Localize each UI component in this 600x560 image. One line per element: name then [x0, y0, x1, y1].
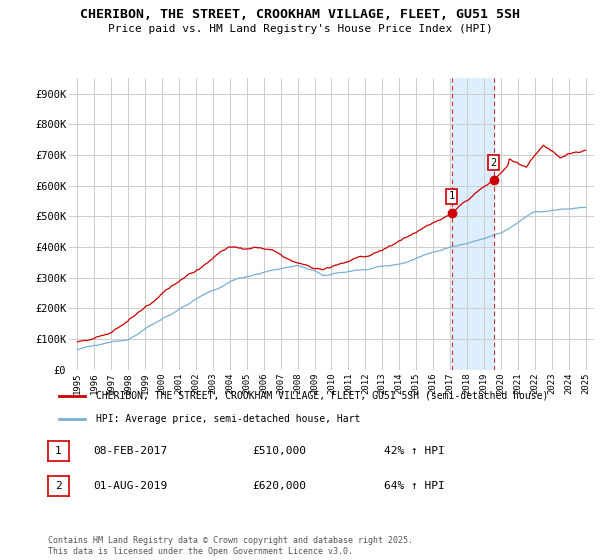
Text: 01-AUG-2019: 01-AUG-2019: [93, 481, 167, 491]
Text: CHERIBON, THE STREET, CROOKHAM VILLAGE, FLEET, GU51 5SH: CHERIBON, THE STREET, CROOKHAM VILLAGE, …: [80, 8, 520, 21]
Text: 1: 1: [449, 192, 455, 202]
Text: Price paid vs. HM Land Registry's House Price Index (HPI): Price paid vs. HM Land Registry's House …: [107, 24, 493, 34]
Text: CHERIBON, THE STREET, CROOKHAM VILLAGE, FLEET, GU51 5SH (semi-detached house): CHERIBON, THE STREET, CROOKHAM VILLAGE, …: [95, 391, 548, 401]
Text: 08-FEB-2017: 08-FEB-2017: [93, 446, 167, 456]
Text: 42% ↑ HPI: 42% ↑ HPI: [384, 446, 445, 456]
Text: HPI: Average price, semi-detached house, Hart: HPI: Average price, semi-detached house,…: [95, 414, 360, 424]
Text: Contains HM Land Registry data © Crown copyright and database right 2025.
This d: Contains HM Land Registry data © Crown c…: [48, 536, 413, 556]
Text: 1: 1: [55, 446, 62, 456]
Text: £510,000: £510,000: [252, 446, 306, 456]
Text: £620,000: £620,000: [252, 481, 306, 491]
Text: 2: 2: [55, 481, 62, 491]
Bar: [452, 78, 494, 370]
Text: 64% ↑ HPI: 64% ↑ HPI: [384, 481, 445, 491]
Text: 2: 2: [491, 158, 497, 167]
